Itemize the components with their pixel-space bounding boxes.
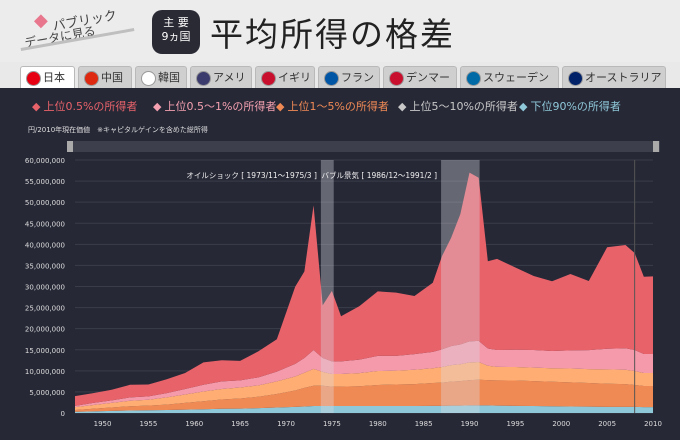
x-tick-label: 1955 (139, 420, 157, 428)
tab-label: 日本 (43, 71, 65, 84)
gem-icon: ◆ (153, 100, 162, 113)
tab-0[interactable]: 日本 (20, 66, 75, 90)
sweden-flag-icon (466, 71, 481, 86)
range-handle-right[interactable] (653, 141, 659, 152)
legend-item[interactable]: ◆ 上位5～10%の所得者 (398, 98, 518, 114)
legend-label: 上位0.5%の所得者 (43, 100, 138, 113)
area-series-4 (75, 172, 653, 406)
x-tick-label: 1970 (277, 420, 295, 428)
tab-label: 韓国 (158, 71, 180, 84)
area-series-2 (75, 361, 653, 411)
australia-flag-icon (568, 71, 583, 86)
usa-flag-icon (196, 71, 211, 86)
denmark-flag-icon (389, 71, 404, 86)
diamond-icon: ◆ (34, 10, 48, 31)
y-tick-label: 35,000,000 (25, 262, 65, 270)
legend-item[interactable]: ◆ 上位0.5%の所得者 (32, 98, 137, 114)
area-series-0 (75, 405, 653, 413)
korea-flag-icon (141, 71, 156, 86)
x-tick-label: 1985 (415, 420, 433, 428)
tab-7[interactable]: スウェーデン (460, 66, 559, 88)
x-tick-label: 1950 (94, 420, 112, 428)
x-tick-label: 2010 (644, 420, 662, 428)
annotation-label: バブル景気 [ 1986/12～1991/2 ] (322, 170, 438, 180)
uk-flag-icon (261, 71, 276, 86)
y-tick-label: 0 (61, 410, 65, 418)
tab-6[interactable]: デンマーク (383, 66, 457, 106)
y-tick-label: 45,000,000 (25, 220, 65, 228)
y-tick-label: 50,000,000 (25, 199, 65, 207)
gem-icon: ◆ (276, 100, 285, 113)
tab-label: オーストラリア (585, 71, 662, 84)
x-tick-label: 2000 (552, 420, 570, 428)
legend-label: 上位5～10%の所得者 (409, 100, 518, 113)
gem-icon: ◆ (398, 100, 407, 113)
y-tick-label: 55,000,000 (25, 178, 65, 186)
area-series-3 (75, 340, 653, 408)
legend-label: 上位0.5～1%の所得者 (164, 100, 277, 113)
x-tick-label: 1995 (506, 420, 524, 428)
annotation-band (320, 160, 334, 413)
countries-badge: 主 要 9ヵ国 (152, 10, 200, 54)
tab-label: スウェーデン (483, 71, 549, 84)
badge-line1: 主 要 (163, 16, 189, 29)
legend-label: 上位1～5%の所得者 (287, 100, 389, 113)
tab-1[interactable]: 中国 (78, 66, 132, 88)
y-tick-label: 30,000,000 (25, 284, 65, 292)
area-series-1 (75, 379, 653, 412)
x-tick-label: 1980 (369, 420, 387, 428)
y-tick-label: 15,000,000 (25, 347, 65, 355)
x-tick-label: 1990 (461, 420, 479, 428)
france-flag-icon (324, 71, 339, 86)
gem-icon: ◆ (519, 100, 528, 113)
legend-item[interactable]: ◆ 上位0.5～1%の所得者 (153, 98, 276, 114)
y-tick-label: 25,000,000 (25, 305, 65, 313)
japan-flag-icon (26, 71, 41, 86)
page-title: 平均所得の格差 (210, 15, 455, 54)
range-scrollbar (67, 141, 660, 152)
legend-item[interactable]: ◆ 下位90%の所得者 (519, 98, 621, 114)
annotation-label: オイルショック [ 1973/11～1975/3 ] (186, 171, 317, 180)
y-tick-label: 10,000,000 (25, 368, 65, 376)
tab-8[interactable]: オーストラリア (562, 66, 666, 88)
x-tick-label: 1960 (185, 420, 203, 428)
y-tick-label: 40,000,000 (25, 241, 65, 249)
badge-line2: 9ヵ国 (161, 30, 191, 43)
tab-2[interactable]: 韓国 (135, 66, 187, 88)
x-tick-label: 1975 (323, 420, 341, 428)
china-flag-icon (84, 71, 99, 86)
gem-icon: ◆ (32, 100, 41, 113)
tab-label: 中国 (101, 71, 123, 84)
page-header: ◆ パブリック データに見る 主 要 9ヵ国 平均所得の格差 (0, 0, 680, 62)
legend-item[interactable]: ◆ 上位1～5%の所得者 (276, 98, 389, 114)
y-tick-label: 20,000,000 (25, 326, 65, 334)
range-handle-left[interactable] (67, 141, 73, 152)
legend-label: 下位90%の所得者 (530, 100, 621, 113)
x-tick-label: 2005 (598, 420, 616, 428)
y-tick-label: 5,000,000 (29, 389, 65, 397)
annotation-band (441, 160, 480, 413)
unit-note: 円/2010年現在価値 ※キャピタルゲインを含めた総所得 (28, 126, 208, 134)
x-tick-label: 1965 (231, 420, 249, 428)
y-tick-label: 60,000,000 (25, 157, 65, 165)
